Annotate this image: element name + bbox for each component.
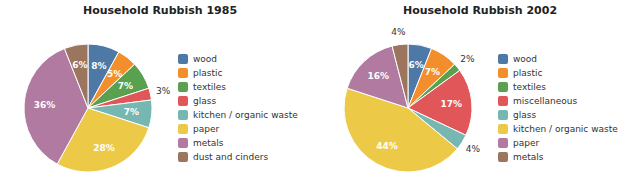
pie-slices bbox=[24, 44, 152, 172]
legend-swatch bbox=[178, 124, 188, 134]
legend-swatch bbox=[178, 110, 188, 120]
legend-swatch bbox=[178, 68, 188, 78]
data-label: 44% bbox=[376, 141, 398, 151]
data-label: 3% bbox=[156, 86, 171, 96]
legend-swatch bbox=[178, 152, 188, 162]
legend-label: kitchen / organic waste bbox=[193, 110, 298, 120]
data-labels: 6%7% 2% 17% 4% 44% 16% 4% bbox=[367, 27, 480, 155]
legend-swatch bbox=[498, 54, 508, 64]
pie-slice bbox=[24, 48, 88, 164]
data-label: 7% bbox=[124, 107, 139, 117]
data-label: 17% bbox=[441, 99, 463, 109]
legend-swatch bbox=[498, 82, 508, 92]
data-label: 8% bbox=[91, 61, 106, 71]
data-label: 16% bbox=[367, 71, 389, 81]
legend-label: plastic bbox=[193, 68, 222, 78]
data-label: 2% bbox=[460, 54, 475, 64]
legend-label: metals bbox=[193, 138, 224, 148]
chart-title: Household Rubbish 2002 bbox=[403, 4, 557, 17]
data-label: 6% bbox=[72, 60, 87, 70]
legend-label: paper bbox=[513, 138, 539, 148]
legend: wood plastic textiles glass kitchen / organi… bbox=[178, 54, 298, 162]
pie-panel: Household Rubbish 2002 6%7% 2% 17% 4% 44% 16% 4… bbox=[344, 4, 618, 172]
legend: wood plastic textiles miscellaneous glass kit… bbox=[498, 54, 618, 162]
legend-swatch bbox=[178, 54, 188, 64]
data-label: 7% bbox=[118, 81, 133, 91]
legend-label: wood bbox=[513, 54, 537, 64]
pie-slice bbox=[64, 44, 88, 108]
pie-panel: Household Rubbish 1985 8%5% 7% 3% 7% 28% 36% 6%… bbox=[24, 4, 298, 172]
legend-label: kitchen / organic waste bbox=[513, 124, 618, 134]
legend-swatch bbox=[178, 96, 188, 106]
data-label: 36% bbox=[34, 100, 56, 110]
legend-label: paper bbox=[193, 124, 219, 134]
legend-label: textiles bbox=[193, 82, 226, 92]
legend-swatch bbox=[498, 138, 508, 148]
legend-swatch bbox=[498, 152, 508, 162]
legend-label: metals bbox=[513, 152, 544, 162]
chart-canvas: Household Rubbish 1985 8%5% 7% 3% 7% 28% 36% 6%… bbox=[0, 0, 640, 190]
data-label: 7% bbox=[425, 67, 440, 77]
data-label: 4% bbox=[466, 144, 481, 154]
data-label: 6% bbox=[409, 60, 424, 70]
data-label: 4% bbox=[391, 27, 406, 37]
data-label: 5% bbox=[107, 69, 122, 79]
legend-swatch bbox=[498, 124, 508, 134]
data-labels: 8%5% 7% 3% 7% 28% 36% 6% bbox=[34, 60, 171, 153]
legend-label: glass bbox=[193, 96, 216, 106]
legend-label: miscellaneous bbox=[513, 96, 577, 106]
chart-title: Household Rubbish 1985 bbox=[83, 4, 237, 17]
legend-label: textiles bbox=[513, 82, 546, 92]
legend-label: glass bbox=[513, 110, 536, 120]
legend-swatch bbox=[498, 96, 508, 106]
pie-slice bbox=[392, 44, 408, 108]
legend-label: wood bbox=[193, 54, 217, 64]
legend-label: plastic bbox=[513, 68, 542, 78]
legend-swatch bbox=[178, 82, 188, 92]
legend-swatch bbox=[498, 68, 508, 78]
data-label: 28% bbox=[93, 143, 115, 153]
legend-swatch bbox=[498, 110, 508, 120]
pie-slices bbox=[344, 44, 472, 172]
legend-swatch bbox=[178, 138, 188, 148]
legend-label: dust and cinders bbox=[193, 152, 268, 162]
